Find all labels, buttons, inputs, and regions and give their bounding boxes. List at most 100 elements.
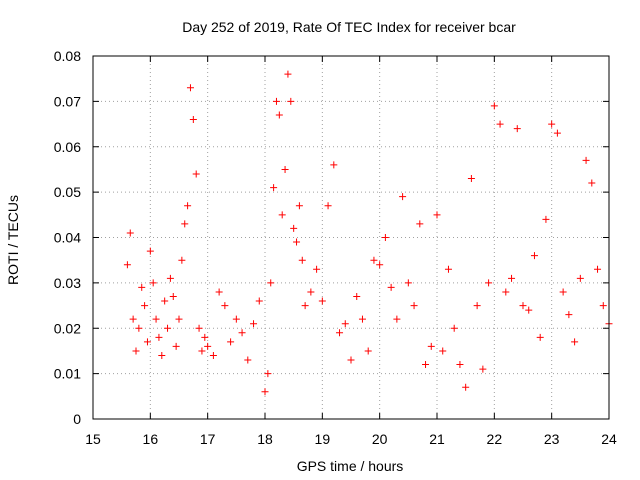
data-point xyxy=(347,356,355,364)
plot-frame xyxy=(92,55,610,420)
data-point xyxy=(542,215,550,223)
data-point xyxy=(164,324,172,332)
data-point xyxy=(536,333,544,341)
y-tick-label: 0.01 xyxy=(54,366,81,382)
data-points xyxy=(123,70,613,396)
data-point xyxy=(427,342,435,350)
data-point xyxy=(215,288,223,296)
x-tick-label: 22 xyxy=(487,431,503,447)
data-point xyxy=(181,220,189,228)
data-point xyxy=(270,184,278,192)
data-point xyxy=(571,338,579,346)
data-point xyxy=(238,329,246,337)
data-point xyxy=(313,265,321,273)
data-point xyxy=(138,283,146,291)
data-point xyxy=(192,170,200,178)
data-point xyxy=(422,361,430,369)
data-point xyxy=(444,265,452,273)
data-point xyxy=(456,361,464,369)
x-tick-label: 21 xyxy=(429,431,445,447)
data-point xyxy=(129,315,137,323)
x-tick-label: 24 xyxy=(601,431,617,447)
data-point xyxy=(576,274,584,282)
data-point xyxy=(232,315,240,323)
y-tick-label: 0.02 xyxy=(54,320,81,336)
y-tick-label: 0.07 xyxy=(54,93,81,109)
data-point xyxy=(525,306,533,314)
y-tick-label: 0.05 xyxy=(54,184,81,200)
data-point xyxy=(155,333,163,341)
y-axis-ticks: 0 0.01 0.02 0.03 0.04 0.05 0.06 0.07 0.08 xyxy=(54,48,609,427)
data-point xyxy=(479,365,487,373)
data-point xyxy=(149,279,157,287)
data-point xyxy=(261,388,269,396)
data-point xyxy=(485,279,493,287)
data-point xyxy=(250,320,258,328)
data-point xyxy=(267,279,275,287)
data-point xyxy=(287,97,295,105)
data-point xyxy=(467,175,475,183)
data-point xyxy=(502,288,510,296)
data-point xyxy=(221,302,229,310)
data-point xyxy=(152,315,160,323)
data-point xyxy=(264,370,272,378)
data-point xyxy=(146,247,154,255)
data-point xyxy=(244,356,252,364)
x-tick-label: 23 xyxy=(544,431,560,447)
x-tick-label: 16 xyxy=(143,431,159,447)
data-point xyxy=(295,202,303,210)
data-point xyxy=(278,211,286,219)
data-point xyxy=(227,338,235,346)
x-axis-label: GPS time / hours xyxy=(297,458,404,474)
data-point xyxy=(255,297,263,305)
y-tick-label: 0.08 xyxy=(54,48,81,64)
data-point xyxy=(553,129,561,137)
data-point xyxy=(393,315,401,323)
data-point xyxy=(301,302,309,310)
data-point xyxy=(298,256,306,264)
data-point xyxy=(324,202,332,210)
data-point xyxy=(169,292,177,300)
data-point xyxy=(275,111,283,119)
data-point xyxy=(189,116,197,124)
data-point xyxy=(490,102,498,110)
data-point xyxy=(450,324,458,332)
data-point xyxy=(599,302,607,310)
data-point xyxy=(198,347,206,355)
data-point xyxy=(143,338,151,346)
x-tick-label: 17 xyxy=(200,431,216,447)
data-point xyxy=(433,211,441,219)
x-tick-label: 19 xyxy=(315,431,331,447)
data-point xyxy=(364,347,372,355)
grid-lines xyxy=(93,56,609,419)
data-point xyxy=(439,347,447,355)
data-point xyxy=(141,302,149,310)
data-point xyxy=(195,324,203,332)
data-point xyxy=(318,297,326,305)
data-point xyxy=(341,320,349,328)
x-tick-label: 20 xyxy=(372,431,388,447)
data-point xyxy=(387,283,395,291)
data-point xyxy=(172,342,180,350)
data-point xyxy=(132,347,140,355)
x-tick-label: 15 xyxy=(85,431,101,447)
data-point xyxy=(381,234,389,241)
data-point xyxy=(358,315,366,323)
y-tick-label: 0.03 xyxy=(54,275,81,291)
data-point xyxy=(161,297,169,305)
data-point xyxy=(462,383,470,391)
data-point xyxy=(201,333,209,341)
data-point xyxy=(186,84,194,92)
data-point xyxy=(399,193,407,201)
y-axis-label: ROTI / TECUs xyxy=(5,195,21,285)
data-point xyxy=(336,329,344,337)
y-tick-label: 0.04 xyxy=(54,230,81,246)
data-point xyxy=(281,165,289,173)
data-point xyxy=(404,279,412,287)
chart-title: Day 252 of 2019, Rate Of TEC Index for r… xyxy=(182,19,516,35)
data-point xyxy=(272,97,280,105)
data-point xyxy=(209,351,217,359)
data-point xyxy=(376,261,384,269)
y-tick-label: 0 xyxy=(73,411,81,427)
x-tick-label: 18 xyxy=(257,431,273,447)
